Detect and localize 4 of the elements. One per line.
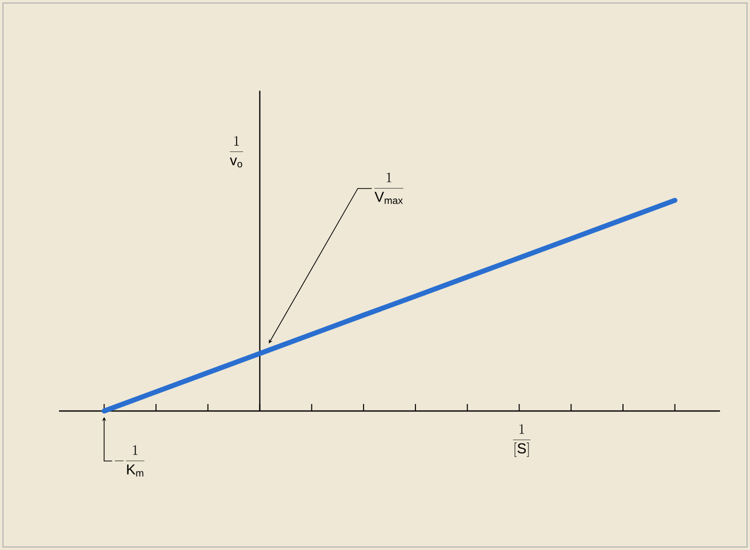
annotation: $\frac{1}{\mathrm{V_{max}}}$ — [374, 172, 404, 204]
y-axis-title: $\frac{1}{\mathrm{v_o}}$ — [230, 136, 244, 168]
text: $-\frac{1}{\mathrm{K_m}}$ — [114, 445, 144, 476]
x-axis-title: $\frac{1}{\mathrm{[S]}}$ — [513, 424, 530, 457]
